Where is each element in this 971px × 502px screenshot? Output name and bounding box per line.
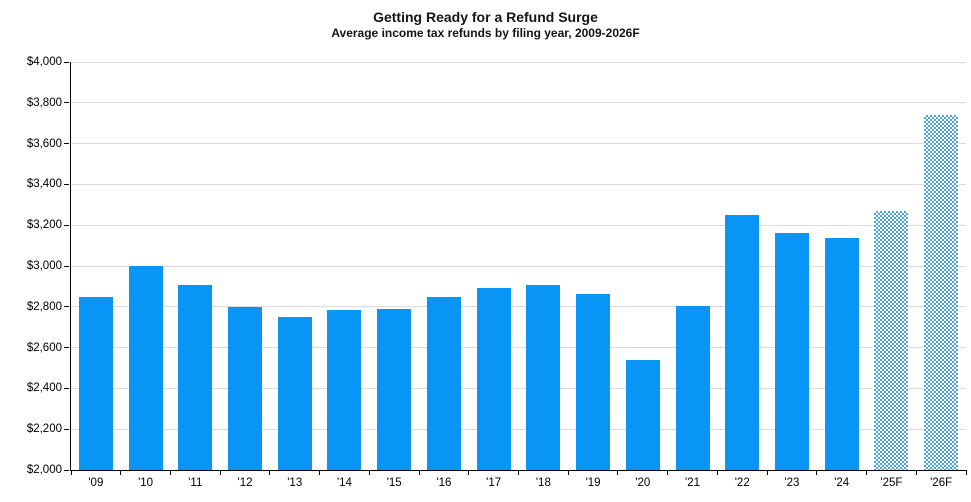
x-axis-tick-14 bbox=[766, 470, 768, 475]
y-axis-labels: $2,000 $2,200 $2,400 $2,600 $2,800 $3,000 $3,2… bbox=[0, 0, 62, 502]
x-axis-tick-11 bbox=[617, 470, 619, 475]
x-axis-tick-18 bbox=[965, 470, 967, 475]
y-axis-label-3200: $3,200 bbox=[26, 219, 62, 232]
y-axis-tick-2600 bbox=[64, 347, 69, 349]
bar-24 bbox=[824, 238, 859, 470]
x-axis-tick-8 bbox=[468, 470, 470, 475]
bar-16 bbox=[426, 296, 461, 470]
y-axis-tick-3800 bbox=[64, 102, 69, 104]
x-axis-tick-4 bbox=[269, 470, 271, 475]
x-axis-tick-12 bbox=[667, 470, 669, 475]
gridline-2600 bbox=[71, 347, 966, 349]
x-axis-tick-13 bbox=[716, 470, 718, 475]
x-axis-tick-10 bbox=[567, 470, 569, 475]
y-axis-tick-3200 bbox=[64, 224, 69, 226]
x-axis-tick-17 bbox=[915, 470, 917, 475]
bar-23 bbox=[774, 233, 809, 470]
y-axis-label-4000: $4,000 bbox=[26, 56, 62, 68]
gridline-4000 bbox=[71, 61, 966, 63]
bar-26F bbox=[924, 115, 959, 470]
x-axis-label-13: '13 bbox=[287, 477, 303, 489]
y-axis-tick-2200 bbox=[64, 428, 69, 430]
x-axis-tick-1 bbox=[120, 470, 122, 475]
y-axis-tick-4000 bbox=[64, 61, 69, 63]
x-axis-tick-15 bbox=[816, 470, 818, 475]
y-axis-tick-3600 bbox=[64, 143, 69, 145]
gridline-2200 bbox=[71, 428, 966, 430]
y-axis-label-3600: $3,600 bbox=[26, 137, 62, 150]
y-axis-tick-2400 bbox=[64, 387, 69, 389]
gridline-3000 bbox=[71, 265, 966, 267]
bar-17 bbox=[476, 288, 511, 470]
x-axis-tick-6 bbox=[368, 470, 370, 475]
x-axis-label-11: '11 bbox=[188, 477, 203, 489]
y-axis-label-2800: $2,800 bbox=[26, 300, 62, 313]
x-axis-label-26F: '26F bbox=[930, 477, 953, 489]
x-axis-label-16: '16 bbox=[436, 477, 452, 489]
chart-title: Getting Ready for a Refund Surge bbox=[373, 9, 598, 25]
y-axis-label-2600: $2,600 bbox=[26, 341, 62, 354]
y-axis-tick-3000 bbox=[64, 265, 69, 267]
x-axis-tick-9 bbox=[518, 470, 519, 475]
bar-13 bbox=[277, 317, 312, 470]
gridline-2400 bbox=[71, 387, 966, 389]
x-axis-label-09: '09 bbox=[88, 477, 104, 489]
bar-10 bbox=[128, 266, 163, 470]
bar-12 bbox=[228, 306, 263, 470]
x-axis-label-25F: '25F bbox=[880, 477, 903, 489]
x-axis-label-21: '21 bbox=[685, 477, 701, 489]
y-axis-label-3800: $3,800 bbox=[26, 96, 62, 109]
gridline-2800 bbox=[71, 306, 966, 308]
x-axis-label-23: '23 bbox=[784, 477, 800, 489]
bar-14 bbox=[327, 309, 362, 470]
x-axis-label-22: '22 bbox=[734, 477, 750, 489]
bar-20 bbox=[625, 359, 660, 470]
bar-15 bbox=[377, 308, 412, 470]
x-axis-label-12: '12 bbox=[237, 477, 253, 489]
x-axis-tick-2 bbox=[169, 470, 171, 475]
bar-25F bbox=[874, 210, 909, 470]
y-axis-tick-3400 bbox=[64, 183, 69, 185]
x-axis-tick-16 bbox=[866, 470, 868, 475]
bar-18 bbox=[526, 285, 561, 470]
y-axis-label-2000: $2,000 bbox=[26, 464, 62, 476]
x-axis-label-15: '15 bbox=[386, 477, 402, 489]
gridline-3800 bbox=[71, 102, 966, 104]
y-axis-label-3400: $3,400 bbox=[26, 178, 62, 191]
x-axis-tick-3 bbox=[219, 470, 221, 475]
y-axis-label-2200: $2,200 bbox=[26, 423, 62, 436]
y-axis-label-2400: $2,400 bbox=[26, 382, 62, 395]
gridline-3200 bbox=[71, 224, 966, 226]
bar-11 bbox=[178, 285, 213, 470]
bar-19 bbox=[576, 293, 611, 470]
plot-area: '09 '10 '11 '12 '13 '14 '15 '16 '17 '18 '19 '20 '21 '… bbox=[64, 61, 967, 489]
x-axis-label-19: '19 bbox=[585, 477, 601, 489]
bar-22 bbox=[725, 215, 760, 470]
y-axis-label-3000: $3,000 bbox=[26, 260, 62, 272]
y-axis-tick-2000 bbox=[64, 469, 69, 471]
gridline-3400 bbox=[71, 183, 966, 185]
x-axis-label-20: '20 bbox=[635, 477, 651, 489]
x-axis-tick-7 bbox=[418, 470, 420, 475]
x-axis-label-24: '24 bbox=[834, 477, 850, 489]
chart-subtitle: Average income tax refunds by filing yea… bbox=[331, 26, 640, 40]
x-axis-tick-5 bbox=[319, 470, 321, 475]
x-axis-label-14: '14 bbox=[336, 477, 352, 489]
y-axis-tick-2800 bbox=[64, 306, 69, 308]
bar-21 bbox=[675, 305, 710, 470]
x-axis-label-10: '10 bbox=[138, 477, 154, 489]
x-axis-label-17: '17 bbox=[486, 477, 502, 489]
bar-09 bbox=[78, 296, 113, 470]
x-axis-tick-0 bbox=[70, 470, 72, 475]
gridline-3600 bbox=[71, 143, 966, 145]
x-axis-label-18: '18 bbox=[535, 477, 551, 489]
